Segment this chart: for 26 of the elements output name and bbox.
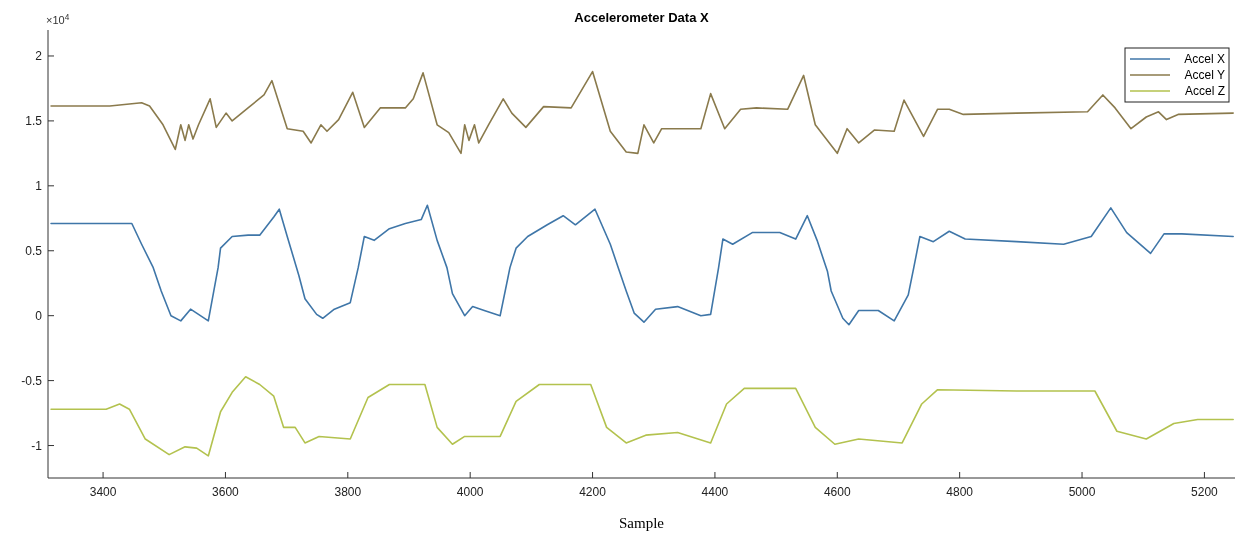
x-tick-label: 5200 [1191,485,1219,499]
y-tick-label: 2 [35,49,43,64]
y-tick-label: 0 [35,308,43,323]
y-tick-label: -1 [31,438,43,453]
y-tick-label: 1.5 [25,114,43,129]
x-tick-label: 4800 [946,485,974,499]
line-series [50,70,1234,155]
x-tick-label: 4200 [579,485,607,499]
line-series [50,204,1234,326]
legend-label: Accel X [1184,52,1225,67]
y-tick-label: 0.5 [25,243,43,258]
line-series [50,375,1234,457]
y-tick-label: -0.5 [21,373,43,388]
x-tick-label: 3400 [89,485,117,499]
legend-label: Accel Y [1184,68,1225,83]
x-tick-label: 4000 [456,485,484,499]
x-tick-label: 3600 [212,485,240,499]
x-axis-title: Sample [619,515,665,531]
x-tick-label: 4400 [701,485,729,499]
x-tick-label: 4600 [823,485,851,499]
text: ×10$^{4}$ [46,12,70,26]
x-tick-label: 5000 [1068,485,1096,499]
y-tick-label: 1 [35,179,43,194]
x-tick-label: 3800 [334,485,362,499]
chart-title: Accelerometer Data X [574,10,710,25]
legend-label: Accel Z [1184,84,1225,99]
